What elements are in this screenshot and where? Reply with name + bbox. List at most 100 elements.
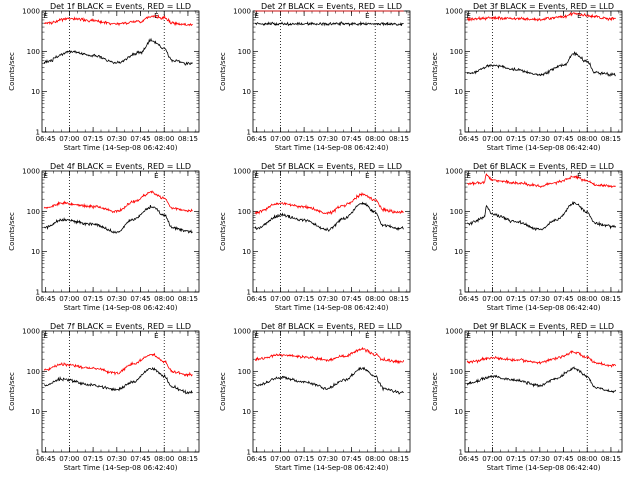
- x-tick-label: 07:00: [482, 295, 502, 303]
- x-tick-label: 07:30: [530, 455, 550, 463]
- y-axis-label: Counts/sec: [8, 372, 16, 411]
- x-tick-label: 07:15: [506, 455, 526, 463]
- y-tick-label: 10: [454, 248, 463, 256]
- y-tick-label: 1: [247, 449, 251, 457]
- x-tick-label: 07:45: [130, 295, 150, 303]
- panel-6: Det 6f BLACK = Events, RED = LLD Counts/s…: [431, 162, 623, 312]
- plot-frame: [252, 10, 411, 133]
- y-tick-label: 1000: [233, 8, 251, 16]
- y-tick-label: 100: [27, 368, 40, 376]
- panel-3: Det 3f BLACK = Events, RED = LLD Counts/s…: [431, 2, 623, 152]
- e-marker: E: [365, 332, 369, 340]
- y-tick-label: 100: [238, 48, 251, 56]
- x-axis-label: Start Time (14-Sep-08 06:42:40): [487, 304, 601, 312]
- y-tick-label: 1: [36, 289, 40, 297]
- x-tick-label: 06:45: [247, 295, 267, 303]
- y-axis-label: Counts/sec: [219, 52, 227, 91]
- e-marker: E: [365, 172, 369, 180]
- x-tick-label: 08:00: [365, 295, 385, 303]
- x-axis-label: Start Time (14-Sep-08 06:42:40): [64, 304, 178, 312]
- plot-frame: [464, 10, 623, 133]
- y-axis-label: Counts/sec: [431, 212, 439, 251]
- y-axis-label: Counts/sec: [219, 372, 227, 411]
- y-axis-label: Counts/sec: [431, 52, 439, 91]
- x-tick-label: 07:30: [530, 135, 550, 143]
- y-tick-label: 1000: [445, 328, 463, 336]
- y-tick-label: 100: [27, 208, 40, 216]
- plot-frame: [464, 330, 623, 453]
- lld-series: [466, 350, 617, 368]
- e-marker: E: [577, 12, 581, 20]
- x-axis-label: Start Time (14-Sep-08 06:42:40): [487, 464, 601, 472]
- x-tick-label: 06:45: [459, 295, 479, 303]
- e-marker: E: [43, 172, 47, 180]
- events-series: [466, 51, 616, 77]
- x-tick-label: 08:15: [178, 295, 198, 303]
- x-tick-label: 07:15: [294, 295, 314, 303]
- y-tick-label: 10: [242, 408, 251, 416]
- e-marker: E: [43, 12, 47, 20]
- x-tick-label: 07:00: [482, 135, 502, 143]
- events-series: [467, 200, 617, 232]
- x-tick-label: 07:45: [553, 295, 573, 303]
- x-axis-label: Start Time (14-Sep-08 06:42:40): [275, 464, 389, 472]
- panel-2: Det 2f BLACK = Events, RED = LLD Counts/s…: [219, 2, 411, 152]
- x-tick-label: 08:00: [365, 135, 385, 143]
- x-tick-label: 07:45: [553, 455, 573, 463]
- e-marker: E: [466, 12, 470, 20]
- events-series: [254, 366, 404, 395]
- y-tick-label: 100: [450, 368, 463, 376]
- x-tick-label: 08:00: [154, 455, 174, 463]
- x-tick-label: 08:15: [389, 455, 409, 463]
- x-tick-label: 08:15: [178, 455, 198, 463]
- x-tick-label: 06:45: [247, 455, 267, 463]
- y-tick-label: 1000: [233, 168, 251, 176]
- e-marker: E: [577, 332, 581, 340]
- lld-series: [467, 173, 616, 189]
- y-tick-label: 10: [242, 248, 251, 256]
- x-tick-label: 08:15: [601, 295, 621, 303]
- lld-series: [466, 12, 616, 22]
- panel-1: Det 1f BLACK = Events, RED = LLD Counts/s…: [8, 2, 200, 152]
- y-tick-label: 100: [27, 48, 40, 56]
- x-tick-label: 07:15: [506, 135, 526, 143]
- e-marker: E: [466, 332, 470, 340]
- e-marker: E: [154, 332, 158, 340]
- e-marker: E: [577, 172, 581, 180]
- events-series: [43, 366, 193, 395]
- e-marker: E: [254, 332, 258, 340]
- x-tick-label: 07:15: [83, 455, 103, 463]
- y-tick-label: 1000: [22, 168, 40, 176]
- lld-series: [43, 14, 193, 27]
- panel-title: Det 8f BLACK = Events, RED = LLD: [261, 322, 402, 331]
- x-tick-label: 08:00: [577, 295, 597, 303]
- y-tick-label: 100: [238, 368, 251, 376]
- e-marker: E: [254, 172, 258, 180]
- panel-title: Det 6f BLACK = Events, RED = LLD: [473, 162, 614, 171]
- panel-8: Det 8f BLACK = Events, RED = LLD Counts/s…: [219, 322, 411, 472]
- x-tick-label: 07:45: [341, 135, 361, 143]
- y-tick-label: 1: [459, 129, 463, 137]
- y-tick-label: 1000: [22, 8, 40, 16]
- e-marker: E: [154, 12, 158, 20]
- y-tick-label: 10: [31, 248, 40, 256]
- x-tick-label: 06:45: [36, 295, 56, 303]
- x-tick-label: 07:00: [270, 135, 290, 143]
- events-series: [43, 37, 193, 66]
- x-tick-label: 08:00: [577, 135, 597, 143]
- panel-title: Det 7f BLACK = Events, RED = LLD: [50, 322, 191, 331]
- x-tick-label: 06:45: [36, 135, 56, 143]
- plot-frame: [464, 170, 623, 293]
- y-tick-label: 10: [31, 88, 40, 96]
- y-tick-label: 1: [459, 449, 463, 457]
- y-tick-label: 10: [242, 88, 251, 96]
- x-tick-label: 07:45: [130, 135, 150, 143]
- x-tick-label: 07:00: [482, 455, 502, 463]
- panel-5: Det 5f BLACK = Events, RED = LLD Counts/s…: [219, 162, 411, 312]
- panel-7: Det 7f BLACK = Events, RED = LLD Counts/s…: [8, 322, 200, 472]
- x-tick-label: 07:00: [270, 295, 290, 303]
- y-tick-label: 1: [36, 449, 40, 457]
- x-tick-label: 07:30: [318, 135, 338, 143]
- y-tick-label: 1000: [445, 168, 463, 176]
